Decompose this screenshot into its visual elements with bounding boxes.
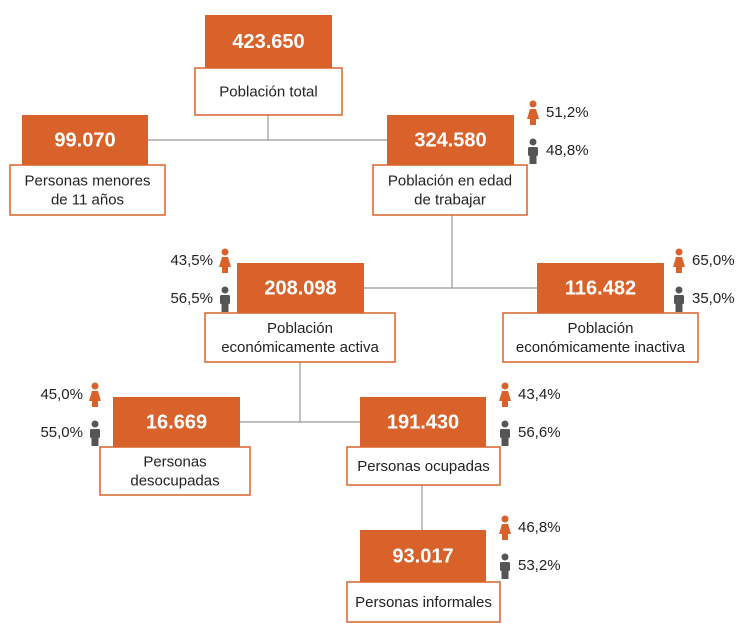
male-pct: 55,0% [40, 424, 83, 441]
icon-head [675, 286, 683, 294]
female-icon [673, 248, 685, 273]
icon-legs [501, 571, 509, 579]
icon-legs [675, 304, 683, 312]
node-label: de 11 años [51, 191, 124, 208]
value-box [237, 263, 364, 313]
icon-legs [222, 267, 228, 273]
icon-legs [530, 119, 536, 125]
male-pct: 48,8% [546, 142, 589, 159]
icon-head [501, 515, 509, 523]
male-icon [500, 420, 510, 446]
value-box [205, 15, 332, 68]
icon-body [219, 257, 231, 267]
label-box [502, 312, 699, 363]
male-pct: 53,2% [518, 557, 561, 574]
icon-body [89, 391, 101, 401]
icon-body [499, 524, 511, 534]
label-box [372, 164, 528, 216]
icon-legs [92, 401, 98, 407]
female-pct: 45,0% [40, 386, 83, 403]
node-label: de trabajar [414, 191, 486, 208]
node-label: Personas menores [25, 172, 151, 189]
female-icon [499, 515, 511, 540]
icon-head [675, 248, 683, 256]
node-value: 99.070 [54, 129, 115, 151]
male-pct: 35,0% [692, 290, 735, 307]
male-pct: 56,5% [170, 290, 213, 307]
icon-body [90, 429, 100, 438]
label-box [194, 67, 343, 116]
female-pct: 43,5% [170, 252, 213, 269]
node-label: desocupadas [130, 472, 219, 489]
node-label: Población [267, 320, 333, 337]
male-icon [500, 553, 510, 579]
node-value: 324.580 [414, 129, 486, 151]
icon-head [529, 138, 537, 146]
female-icon [219, 248, 231, 273]
label-box [204, 312, 396, 363]
node-value: 116.482 [565, 277, 636, 299]
icon-head [221, 248, 229, 256]
connectors [148, 115, 537, 530]
node-label: Población en edad [388, 172, 512, 189]
female-icon [499, 382, 511, 407]
icon-body [500, 562, 510, 571]
icon-body [220, 295, 230, 304]
value-box [537, 263, 664, 313]
female-icon [527, 100, 539, 125]
female-pct: 46,8% [518, 519, 561, 536]
icon-legs [502, 401, 508, 407]
node-value: 93.017 [392, 545, 453, 567]
node-value: 423.650 [232, 31, 304, 53]
male-icon [90, 420, 100, 446]
node-label: Personas ocupadas [357, 458, 490, 475]
icon-legs [529, 156, 537, 164]
icon-body [500, 429, 510, 438]
icon-body [527, 109, 539, 119]
icon-head [529, 100, 537, 108]
label-box [9, 164, 166, 216]
label-box [99, 446, 251, 496]
node-label: Población [568, 320, 634, 337]
value-box [360, 397, 486, 447]
icon-body [528, 147, 538, 156]
node-label: Personas informales [355, 594, 492, 611]
node-label: Personas [143, 453, 206, 470]
female-pct: 51,2% [546, 104, 589, 121]
node-value: 16.669 [146, 411, 207, 433]
node-label: económicamente inactiva [516, 339, 686, 356]
male-icon [220, 286, 230, 312]
icon-legs [221, 304, 229, 312]
female-icon [89, 382, 101, 407]
icon-body [674, 295, 684, 304]
male-pct: 56,6% [518, 424, 561, 441]
value-box [113, 397, 240, 447]
value-box [22, 115, 148, 165]
male-icon [674, 286, 684, 312]
icon-head [501, 553, 509, 561]
icon-legs [676, 267, 682, 273]
icon-head [501, 420, 509, 428]
icon-legs [502, 534, 508, 540]
label-box [346, 446, 501, 486]
node-value: 208.098 [264, 277, 336, 299]
value-box [360, 530, 486, 582]
female-pct: 65,0% [692, 252, 735, 269]
label-box [346, 581, 501, 623]
female-pct: 43,4% [518, 386, 561, 403]
value-box [387, 115, 514, 165]
node-value: 191.430 [387, 411, 459, 433]
icon-legs [501, 438, 509, 446]
node-label: Población total [219, 83, 317, 100]
icon-head [91, 420, 99, 428]
node-label: económicamente activa [221, 339, 379, 356]
icon-head [221, 286, 229, 294]
icon-legs [91, 438, 99, 446]
icon-head [91, 382, 99, 390]
icon-head [501, 382, 509, 390]
icon-body [673, 257, 685, 267]
icon-body [499, 391, 511, 401]
male-icon [528, 138, 538, 164]
